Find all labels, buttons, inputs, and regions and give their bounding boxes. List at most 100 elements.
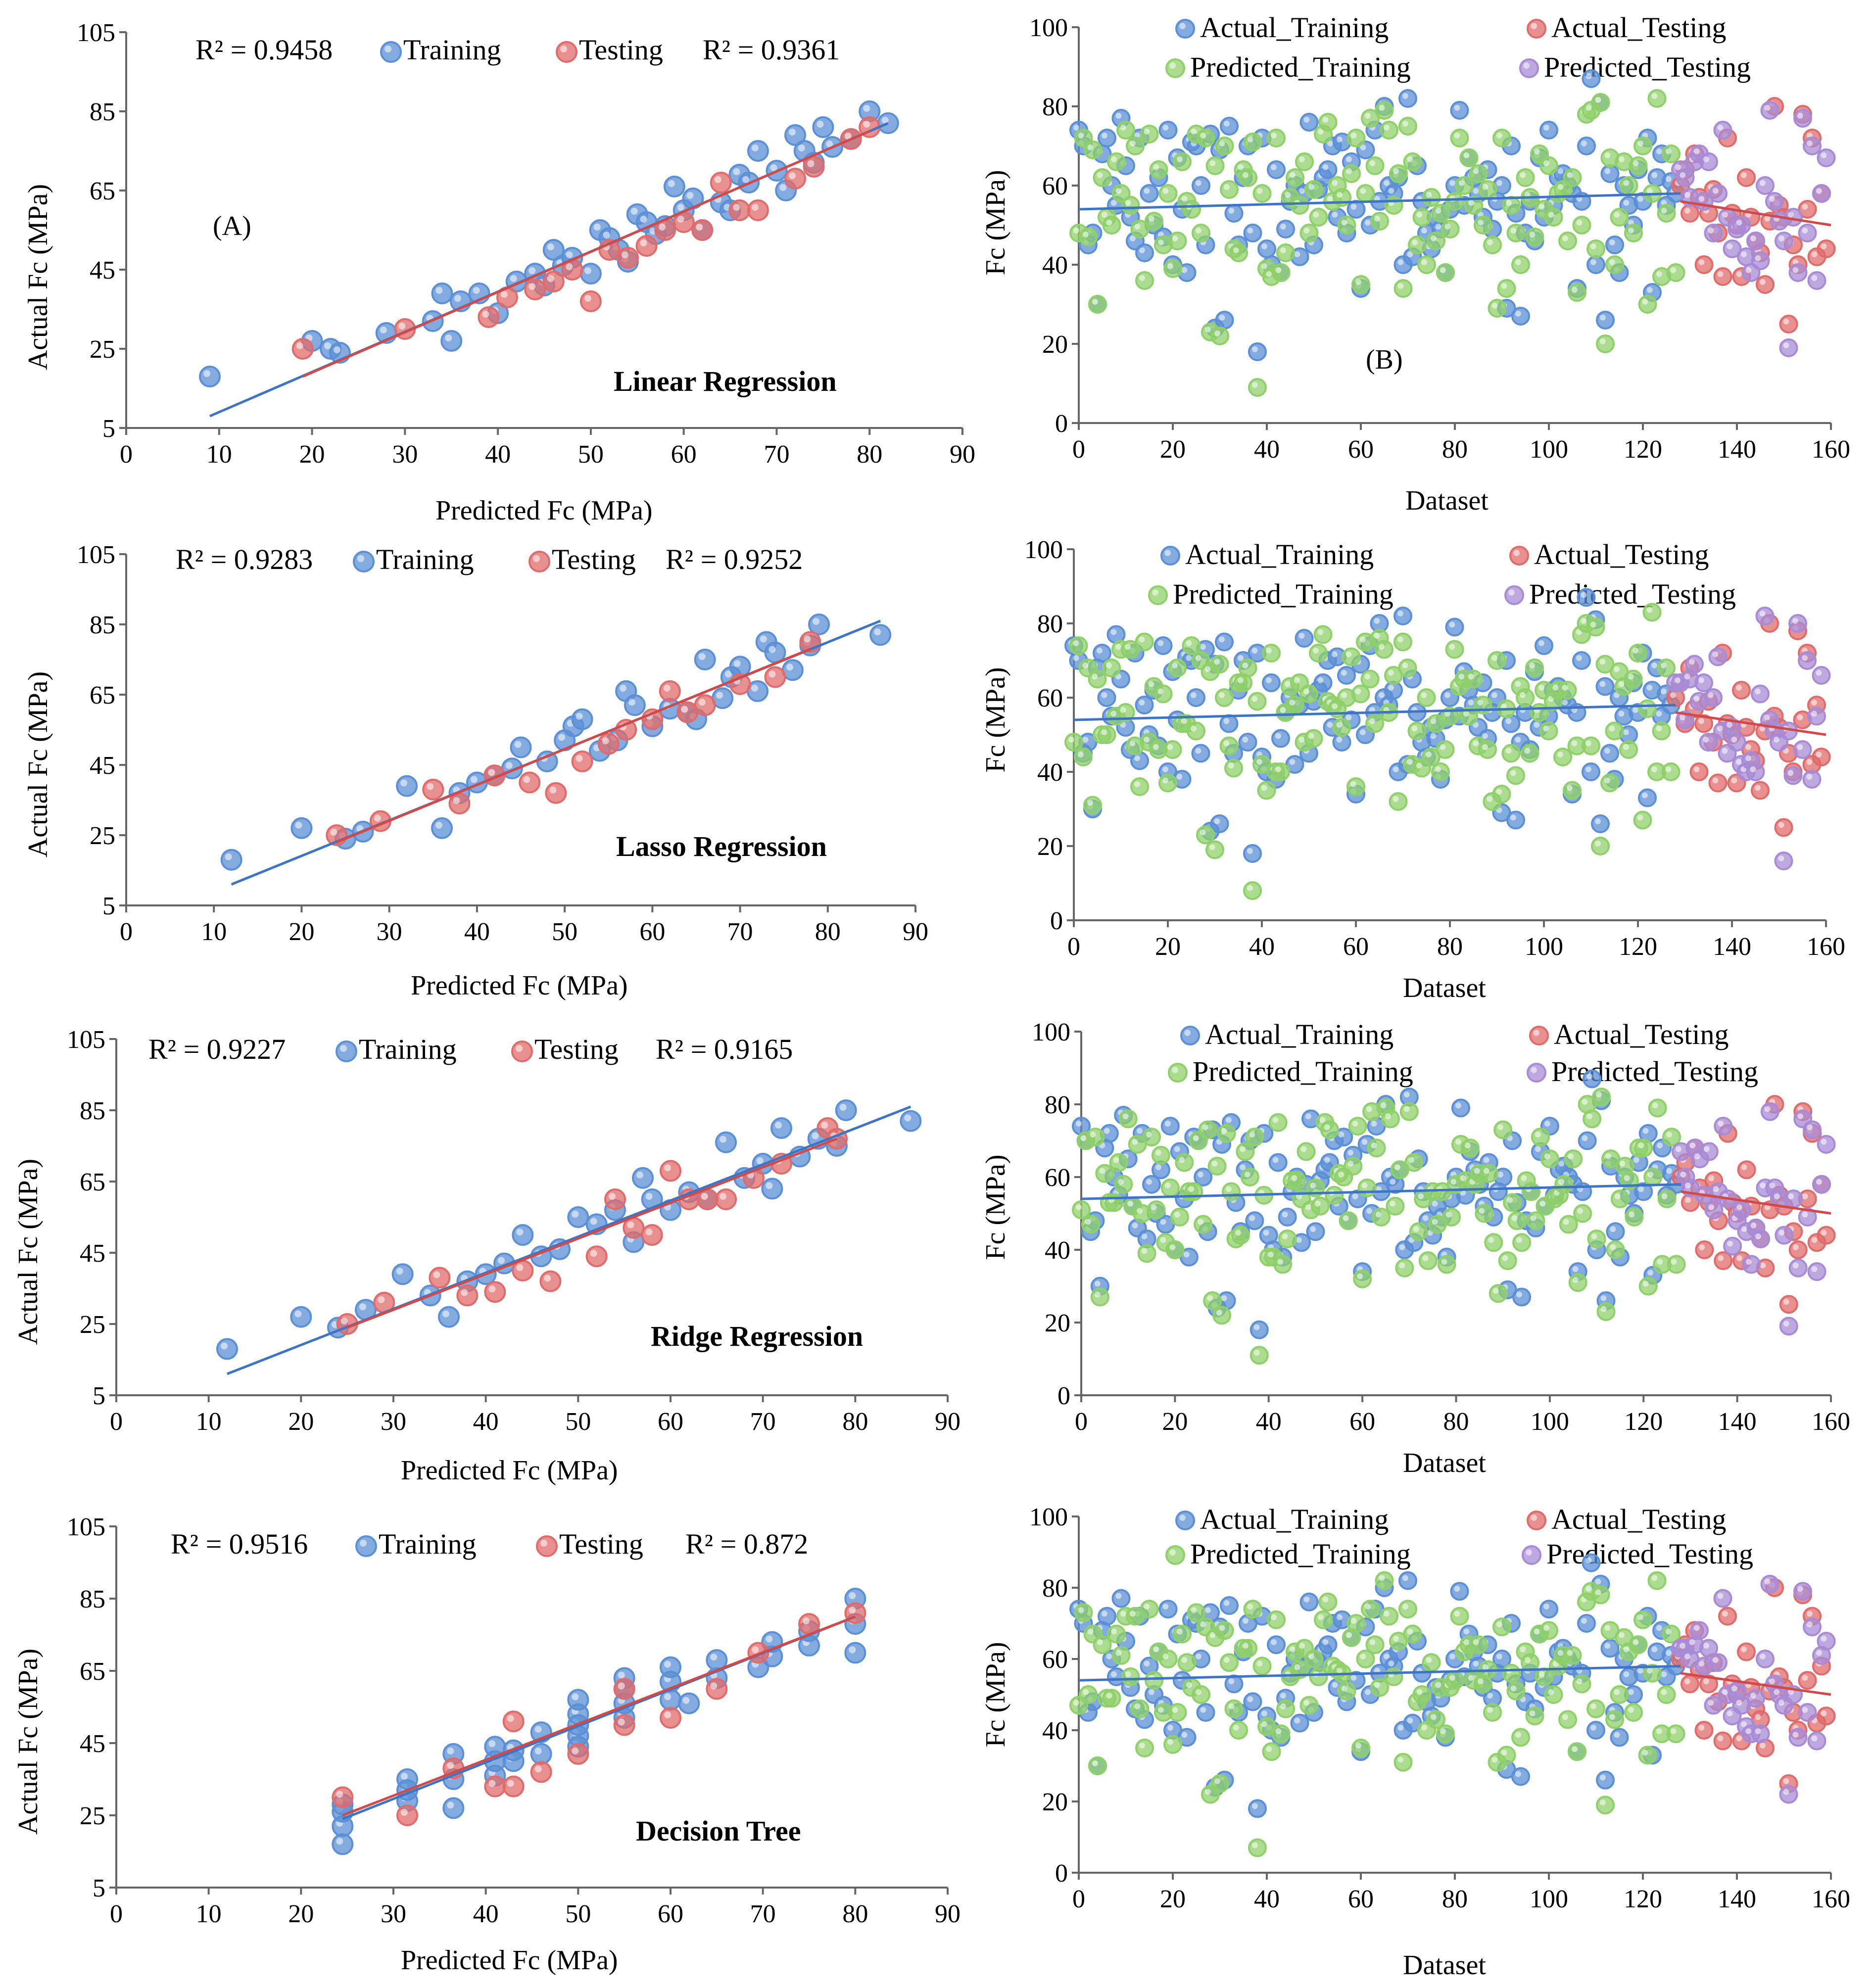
training-point <box>332 1833 354 1855</box>
predicted-training-point <box>1375 101 1394 120</box>
predicted-training-point <box>1299 1696 1319 1715</box>
predicted-training-point <box>1140 125 1159 143</box>
legend-actual-training: Actual_Training <box>1200 11 1389 44</box>
predicted-training-point <box>1304 180 1323 199</box>
actual-training-point-highlight <box>1296 1237 1302 1243</box>
actual-training-point-highlight <box>1510 814 1516 821</box>
predicted-training-point-highlight <box>1092 1760 1098 1766</box>
predicted-training-point-highlight <box>1590 621 1596 628</box>
actual-training-point <box>1158 1600 1178 1619</box>
predicted-training-point <box>1309 1667 1328 1686</box>
predicted-training-point-highlight <box>1646 607 1653 613</box>
x-tick-label: 100 <box>1530 1885 1568 1913</box>
predicted-training-point-highlight <box>1421 1724 1427 1731</box>
actual-training-point-highlight <box>1350 203 1357 210</box>
predicted-testing-point <box>1803 1617 1822 1637</box>
actual-testing-point <box>1681 204 1699 223</box>
actual-training-point-highlight <box>1361 1138 1368 1145</box>
predicted-training-point <box>1384 196 1403 215</box>
actual-testing-point-highlight <box>1821 1230 1827 1236</box>
predicted-testing-point <box>1802 770 1822 789</box>
testing-point <box>613 1714 635 1736</box>
x-tick-label: 90 <box>903 918 928 946</box>
legend-testing-marker-highlight <box>516 1045 523 1052</box>
predicted-training-point-highlight <box>1496 132 1502 139</box>
y-tick-label: 80 <box>1042 1574 1068 1603</box>
predicted-testing-point <box>1704 224 1723 242</box>
predicted-training-point <box>1268 1113 1288 1132</box>
training-point <box>663 176 685 197</box>
predicted-training-point-highlight <box>1482 744 1488 750</box>
predicted-training-point <box>1610 1685 1629 1704</box>
predicted-training-point <box>1205 840 1224 859</box>
legend-testing-marker <box>511 1041 533 1062</box>
predicted-training-point <box>1248 378 1267 397</box>
actual-training-point-highlight <box>1223 718 1230 724</box>
predicted-training-point-highlight <box>1496 1621 1502 1628</box>
actual-training-point-highlight <box>1651 662 1657 668</box>
y-tick-label: 85 <box>90 98 115 126</box>
predicted-training-point <box>1633 137 1652 155</box>
training-point-highlight <box>324 342 332 349</box>
predicted-training-point <box>1207 1156 1227 1176</box>
predicted-training-point-highlight <box>1591 1233 1597 1239</box>
testing-point-highlight <box>627 1221 634 1229</box>
predicted-training-point <box>1539 156 1558 175</box>
actual-testing-point-highlight <box>1821 243 1827 249</box>
predicted-training-point <box>1210 1774 1229 1793</box>
x-tick-label: 50 <box>578 440 604 469</box>
predicted-training-point-highlight <box>1441 1259 1447 1265</box>
actual-training-point <box>1210 814 1229 833</box>
right-panel-1: (B) Actual_Training Actual_Testing Predi… <box>980 11 1751 516</box>
predicted-training-point <box>1483 1703 1502 1722</box>
actual-testing-point <box>1817 239 1836 258</box>
x-axis-label: Dataset <box>1403 1448 1486 1478</box>
y-tick-label: 60 <box>1042 1646 1068 1674</box>
predicted-training-point <box>1130 1699 1150 1718</box>
actual-training-point <box>1506 810 1525 830</box>
predicted-testing-point <box>1798 651 1817 670</box>
y-tick-label: 85 <box>80 1585 105 1613</box>
actual-training-point-highlight <box>1665 1650 1672 1656</box>
training-point-highlight <box>677 204 684 211</box>
actual-training-point-highlight <box>1374 617 1380 624</box>
predicted-training-point-highlight <box>1507 1197 1513 1203</box>
legend-predicted-testing: Predicted_Testing <box>1544 51 1751 83</box>
predicted-training-point <box>1135 1739 1154 1757</box>
actual-training-point-highlight <box>1228 207 1235 214</box>
predicted-training-point-highlight <box>1204 1789 1211 1795</box>
predicted-testing-point-highlight <box>1797 1113 1804 1120</box>
predicted-training-point <box>1666 1724 1685 1744</box>
predicted-training-point-highlight <box>1544 1153 1550 1160</box>
x-tick-label: 100 <box>1531 1408 1569 1436</box>
x-tick-label: 10 <box>206 440 232 469</box>
predicted-testing-point-highlight <box>1750 766 1756 772</box>
actual-testing-point-highlight <box>1740 1646 1747 1653</box>
predicted-training-point <box>1278 1229 1297 1248</box>
predicted-training-point-highlight <box>1115 1650 1122 1656</box>
actual-training-point-highlight <box>1157 640 1164 646</box>
actual-training-point <box>1606 1222 1625 1241</box>
predicted-testing-point-highlight <box>1736 1700 1742 1706</box>
predicted-testing-point-highlight <box>1745 267 1752 273</box>
predicted-training-point <box>1634 1138 1653 1158</box>
predicted-training-point-highlight <box>1360 1653 1366 1659</box>
predicted-training-point-highlight <box>1167 744 1173 750</box>
predicted-training-point <box>1342 647 1361 666</box>
testing-point-highlight <box>677 216 684 223</box>
actual-training-point <box>1140 184 1159 203</box>
predicted-training-point-highlight <box>1148 681 1154 687</box>
predicted-training-point-highlight <box>1305 1204 1311 1210</box>
training-point-highlight <box>789 129 796 136</box>
predicted-training-point <box>1102 216 1121 235</box>
predicted-training-point <box>1436 263 1455 282</box>
predicted-training-point <box>1478 180 1497 199</box>
predicted-training-point-highlight <box>1402 1604 1408 1610</box>
predicted-testing-point-highlight <box>1774 1689 1780 1695</box>
predicted-training-point-highlight <box>1477 219 1484 226</box>
predicted-training-point <box>1572 1674 1591 1694</box>
predicted-training-point-highlight <box>1618 681 1625 687</box>
predicted-training-point-highlight <box>1228 1703 1235 1709</box>
actual-training-point <box>1249 1320 1269 1339</box>
